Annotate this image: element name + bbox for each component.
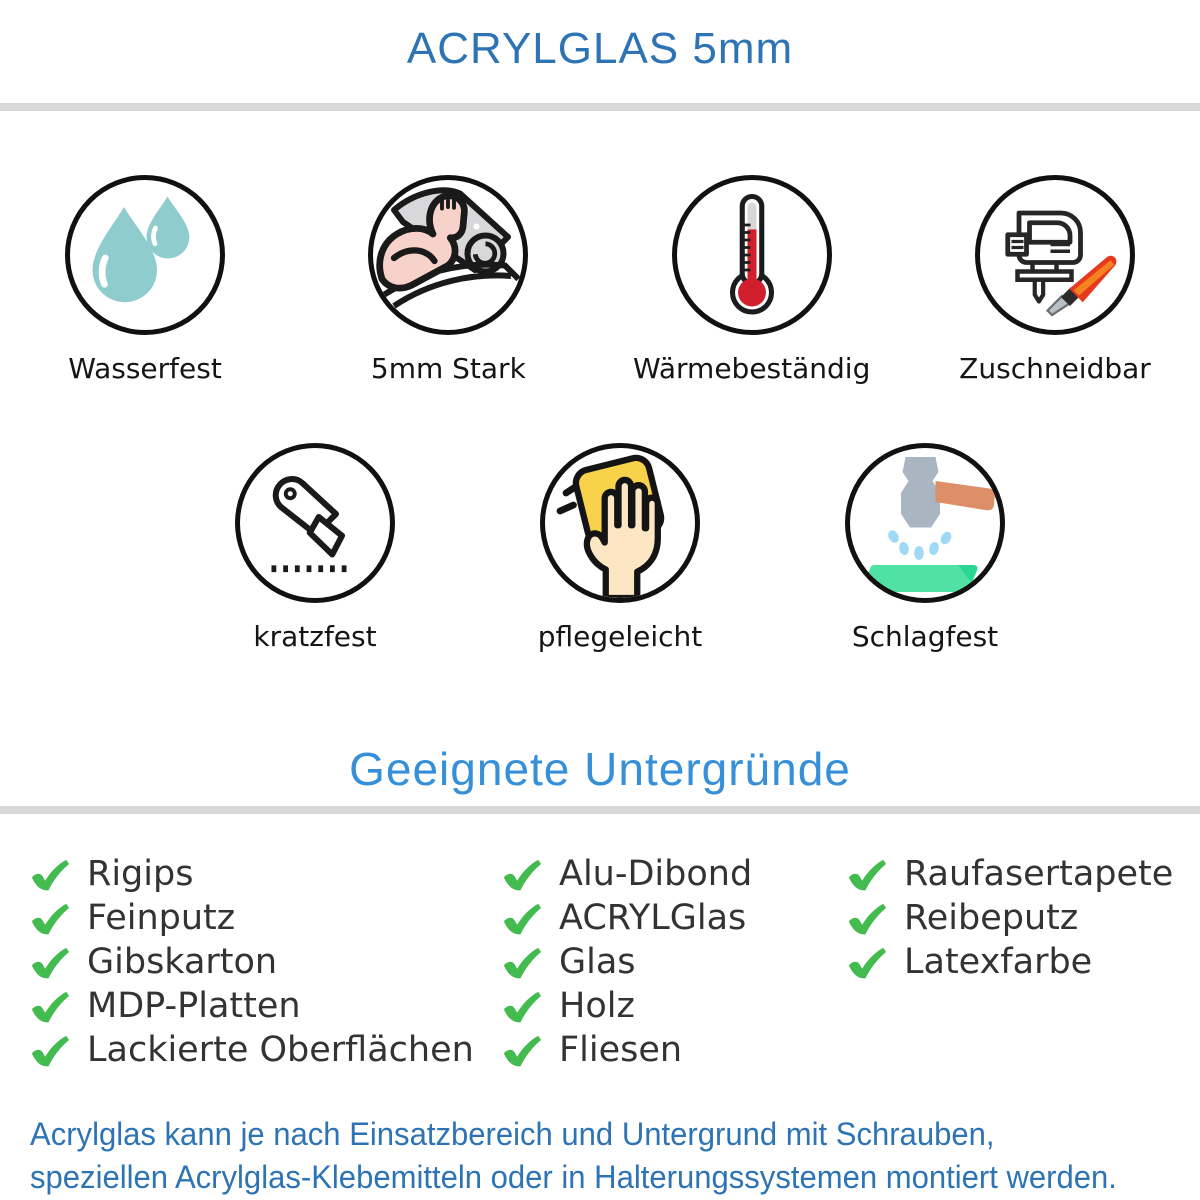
check-icon bbox=[848, 859, 887, 890]
thermometer-icon bbox=[729, 193, 774, 315]
feature-5mm-stark: 5mm Stark bbox=[317, 175, 579, 385]
substrate-label: ACRYLGlas bbox=[559, 898, 747, 938]
check-icon bbox=[31, 903, 70, 934]
feature-label: Wärmebeständig bbox=[632, 352, 871, 385]
substrate-item: Alu-Dibond bbox=[500, 852, 845, 896]
substrate-label: Fliesen bbox=[559, 1030, 683, 1070]
substrate-item: Gibskarton bbox=[28, 940, 500, 984]
feature-pflegeleicht: pflegeleicht bbox=[475, 443, 765, 653]
check-icon bbox=[503, 859, 542, 890]
divider bbox=[0, 103, 1200, 111]
substrate-item: Glas bbox=[500, 940, 845, 984]
cleaning-cloth-hand-icon bbox=[556, 454, 665, 598]
check-icon bbox=[848, 947, 887, 978]
feature-label: pflegeleicht bbox=[537, 620, 703, 653]
substrate-item: Raufasertapete bbox=[845, 852, 1173, 896]
substrate-item: Fliesen bbox=[500, 1028, 845, 1072]
footer-line-1: Acrylglas kann je nach Einsatzbereich un… bbox=[30, 1116, 995, 1152]
feature-zuschneidbar: Zuschneidbar bbox=[924, 175, 1186, 385]
feature-icon-circle bbox=[65, 175, 225, 335]
footer-note: Acrylglas kann je nach Einsatzbereich un… bbox=[30, 1113, 1194, 1199]
substrate-item: Lackierte Oberflächen bbox=[28, 1028, 500, 1072]
substrate-item: MDP-Platten bbox=[28, 984, 500, 1028]
check-icon bbox=[31, 1035, 70, 1066]
utility-knife-icon bbox=[271, 476, 348, 573]
feature-kratzfest: kratzfest bbox=[170, 443, 460, 653]
check-icon bbox=[848, 903, 887, 934]
check-icon bbox=[503, 903, 542, 934]
feature-icon-circle bbox=[671, 175, 832, 335]
check-icon bbox=[31, 859, 70, 890]
substrate-label: Alu-Dibond bbox=[559, 854, 753, 894]
section-title: Geeignete Untergründe bbox=[349, 743, 851, 795]
hammer-impact-icon bbox=[863, 457, 995, 592]
check-icon bbox=[503, 991, 542, 1022]
substrates-column-3: Raufasertapete Reibeputz Latexfarbe bbox=[845, 852, 1173, 1072]
substrate-label: Feinputz bbox=[87, 898, 236, 938]
substrates-list: Rigips Feinputz Gibskarton MDP-Platten L… bbox=[28, 852, 1173, 1072]
feature-row-2: kratzfest pflegeleicht bbox=[0, 443, 1200, 653]
substrates-column-2: Alu-Dibond ACRYLGlas Glas Holz Fliesen bbox=[500, 852, 845, 1072]
jigsaw-knife-icon bbox=[1005, 210, 1117, 317]
substrate-label: MDP-Platten bbox=[87, 986, 301, 1026]
feature-icon-circle bbox=[845, 443, 1005, 603]
divider bbox=[0, 806, 1200, 814]
feature-label: 5mm Stark bbox=[370, 352, 526, 385]
feature-wasserfest: Wasserfest bbox=[14, 175, 276, 385]
feature-label: Schlagfest bbox=[851, 620, 999, 653]
substrate-label: Latexfarbe bbox=[904, 942, 1093, 982]
substrate-label: Lackierte Oberflächen bbox=[87, 1030, 474, 1070]
substrate-item: Feinputz bbox=[28, 896, 500, 940]
muscle-arm-icon bbox=[374, 187, 521, 309]
substrate-item: Rigips bbox=[28, 852, 500, 896]
substrate-label: Reibeputz bbox=[904, 898, 1079, 938]
feature-row-1: Wasserfest 5mm Stark bbox=[0, 175, 1200, 385]
substrate-item: Reibeputz bbox=[845, 896, 1173, 940]
check-icon bbox=[31, 947, 70, 978]
substrate-label: Gibskarton bbox=[87, 942, 278, 982]
feature-schlagfest: Schlagfest bbox=[780, 443, 1070, 653]
feature-label: kratzfest bbox=[253, 620, 377, 653]
feature-icon-circle bbox=[368, 175, 529, 335]
feature-label: Wasserfest bbox=[68, 352, 222, 385]
substrate-item: ACRYLGlas bbox=[500, 896, 845, 940]
substrate-label: Rigips bbox=[87, 854, 194, 894]
footer-line-2: speziellen Acrylglas-Klebemitteln oder i… bbox=[30, 1159, 1117, 1195]
check-icon bbox=[503, 947, 542, 978]
substrates-column-1: Rigips Feinputz Gibskarton MDP-Platten L… bbox=[28, 852, 500, 1072]
substrate-item: Holz bbox=[500, 984, 845, 1028]
substrate-item: Latexfarbe bbox=[845, 940, 1173, 984]
water-drops-icon bbox=[92, 196, 190, 303]
feature-icon-circle bbox=[974, 175, 1135, 335]
substrate-label: Glas bbox=[559, 942, 636, 982]
feature-icon-circle bbox=[235, 443, 395, 603]
check-icon bbox=[31, 991, 70, 1022]
page-title: ACRYLGLAS 5mm bbox=[406, 24, 794, 73]
feature-icon-circle bbox=[540, 443, 700, 603]
feature-label: Zuschneidbar bbox=[959, 352, 1151, 385]
check-icon bbox=[503, 1035, 542, 1066]
substrate-label: Holz bbox=[559, 986, 635, 1026]
substrate-label: Raufasertapete bbox=[904, 854, 1174, 894]
feature-waermebestaendig: Wärmebeständig bbox=[621, 175, 883, 385]
